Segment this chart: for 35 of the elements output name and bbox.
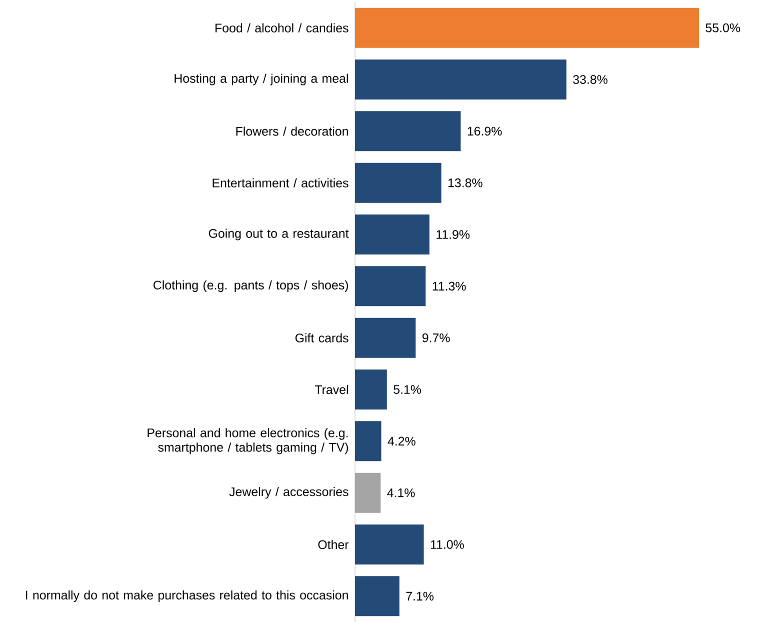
y-tick-label: Clothing (e.g. pants / tops / shoes) [154,280,348,292]
bar [355,266,426,306]
bar [355,8,699,48]
data-label: 11.3% [432,282,466,291]
bar [355,60,566,100]
bar [355,576,400,616]
bar [355,524,424,565]
y-tick-label: Entertainment / activities [212,178,348,188]
bar [355,421,382,462]
data-label: 13.8% [448,178,482,188]
data-label: 16.9% [468,126,502,136]
y-tick-label: Other [318,540,349,550]
bar [355,370,387,410]
y-tick-label: I normally do not make purchases related to this occasion [26,590,348,602]
data-label: 4.1% [387,488,415,498]
y-tick-label: Gift cards [295,333,348,342]
y-tick-label: Personal and home electronics (e.g. smartphone / tablets gaming / TV) [148,428,348,454]
bar [355,111,461,152]
bar [355,318,416,358]
bar [355,214,430,255]
data-label: 7.1% [406,592,434,601]
y-tick-label: Going out to a restaurant [208,228,349,240]
y-tick-label: Hosting a party / joining a meal [174,74,348,86]
data-label: 4.2% [388,436,416,446]
y-tick-label: Food / alcohol / candies [216,23,348,32]
bar [355,162,442,203]
data-label: 9.7% [422,333,450,342]
data-label: 55.0% [706,23,740,32]
data-label: 11.9% [436,230,470,239]
y-tick-label: Jewelry / accessories [229,487,348,499]
data-label: 33.8% [573,75,608,84]
data-label: 5.1% [394,385,422,394]
data-label: 11.0% [430,540,464,549]
y-tick-label: Travel [314,384,348,394]
y-tick-label: Flowers / decoration [236,126,348,136]
